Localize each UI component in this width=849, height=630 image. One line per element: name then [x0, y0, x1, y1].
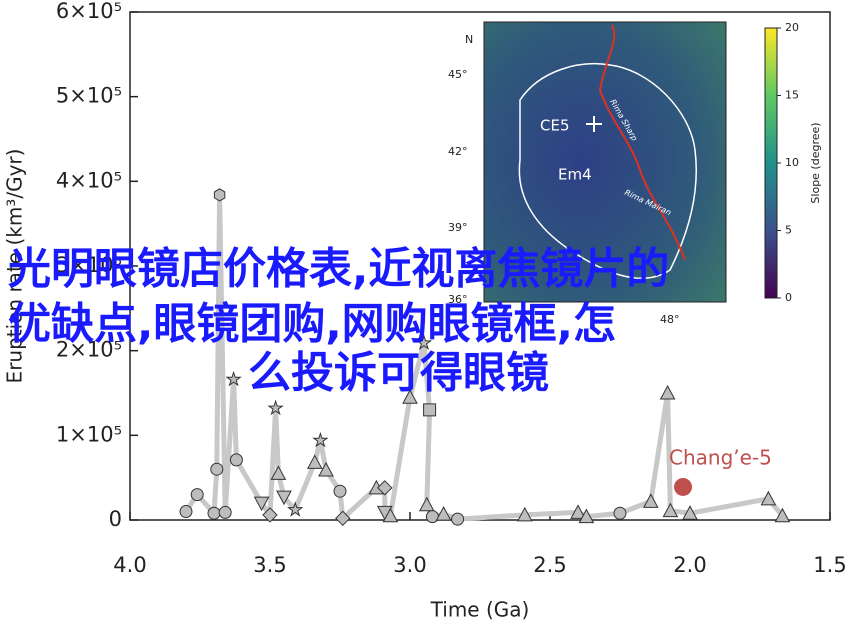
colorbar-tick-label: 5: [785, 224, 792, 237]
data-point: [253, 496, 270, 512]
data-point: [760, 490, 777, 506]
data-point: [451, 512, 465, 526]
colorbar-tick-label: 0: [785, 291, 792, 304]
data-point: [318, 461, 334, 477]
site-marker: [586, 116, 602, 132]
data-point: [659, 384, 676, 400]
data-point: [225, 370, 242, 387]
data-point: [774, 507, 791, 523]
data-point: [270, 465, 287, 480]
overlay-text: 光明眼镜店价格表,近视离焦镜片的: [8, 245, 669, 295]
inset-map: N 45° 42° 39° 36° 48° CE5 Em4 Rima Sharp…: [448, 21, 822, 326]
data-point: [415, 334, 433, 351]
data-point: [287, 501, 304, 517]
data-point: [306, 454, 323, 469]
data-point: [682, 505, 698, 520]
data-point: [613, 506, 627, 520]
x-tick-label: 3.0: [393, 553, 426, 577]
y-tick-label: 1×10⁵: [56, 422, 122, 446]
lon-label: 48°: [660, 313, 680, 326]
data-point: [179, 505, 193, 519]
rille-path: [598, 24, 686, 261]
colorbar-tick-label: 20: [785, 21, 799, 34]
mare-boundary: [518, 63, 698, 279]
data-point: [662, 502, 679, 518]
data-point: [207, 506, 221, 520]
data-point: [333, 484, 347, 498]
colorbar-tick-label: 15: [785, 89, 799, 102]
data-point: [229, 453, 243, 467]
data-point: [190, 488, 204, 502]
data-point: [578, 508, 595, 524]
colorbar-tick-label: 10: [785, 156, 799, 169]
data-point: [335, 510, 351, 527]
lat-label: 39°: [448, 221, 468, 234]
data-point: [425, 510, 439, 524]
north-label: N: [465, 33, 473, 46]
colorbar: [764, 27, 778, 299]
lat-label: 45°: [448, 68, 468, 81]
x-axis-label: Time (Ga): [430, 598, 530, 622]
y-tick-label: 6×10⁵: [56, 0, 122, 23]
data-point: [262, 507, 278, 523]
data-point: [516, 506, 533, 522]
y-axis-label: Eruption rate (km³/Gyr): [3, 149, 27, 384]
overlay-text: 优缺点,眼镜团购,网购眼镜框,怎: [8, 300, 616, 350]
site-label: Em4: [558, 166, 592, 184]
x-tick-label: 2.0: [673, 553, 706, 577]
x-tick-label: 1.5: [813, 553, 846, 577]
data-point: [377, 480, 393, 496]
y-tick-label: 3×10⁵: [56, 253, 122, 277]
data-point: [382, 507, 399, 523]
data-point: [312, 431, 329, 448]
data-point: [218, 505, 232, 519]
colorbar-title: Slope (degree): [809, 122, 822, 203]
x-tick-label: 2.5: [533, 553, 566, 577]
highlight-point: [674, 477, 692, 496]
data-point: [210, 462, 224, 476]
y-tick-label: 0: [109, 507, 122, 531]
lat-label: 36°: [448, 293, 468, 306]
data-point: [276, 490, 292, 506]
data-point: [570, 504, 586, 519]
y-tick-label: 4×10⁵: [56, 168, 122, 192]
data-point: [213, 188, 226, 202]
point-label: Chang’e-5: [669, 445, 772, 469]
x-tick-label: 3.5: [253, 553, 286, 577]
data-point: [418, 496, 435, 512]
x-tick-label: 4.0: [113, 553, 146, 577]
data-point: [642, 493, 659, 508]
site-label: CE5: [540, 117, 570, 135]
data-point: [435, 506, 452, 521]
overlay-text: 么投诉可得眼镜: [248, 349, 549, 399]
lat-label: 42°: [448, 145, 468, 158]
y-tick-label: 5×10⁵: [56, 84, 122, 108]
data-point: [267, 399, 284, 416]
data-point: [402, 389, 418, 404]
y-tick-label: 2×10⁵: [56, 338, 122, 362]
data-point: [423, 403, 437, 417]
